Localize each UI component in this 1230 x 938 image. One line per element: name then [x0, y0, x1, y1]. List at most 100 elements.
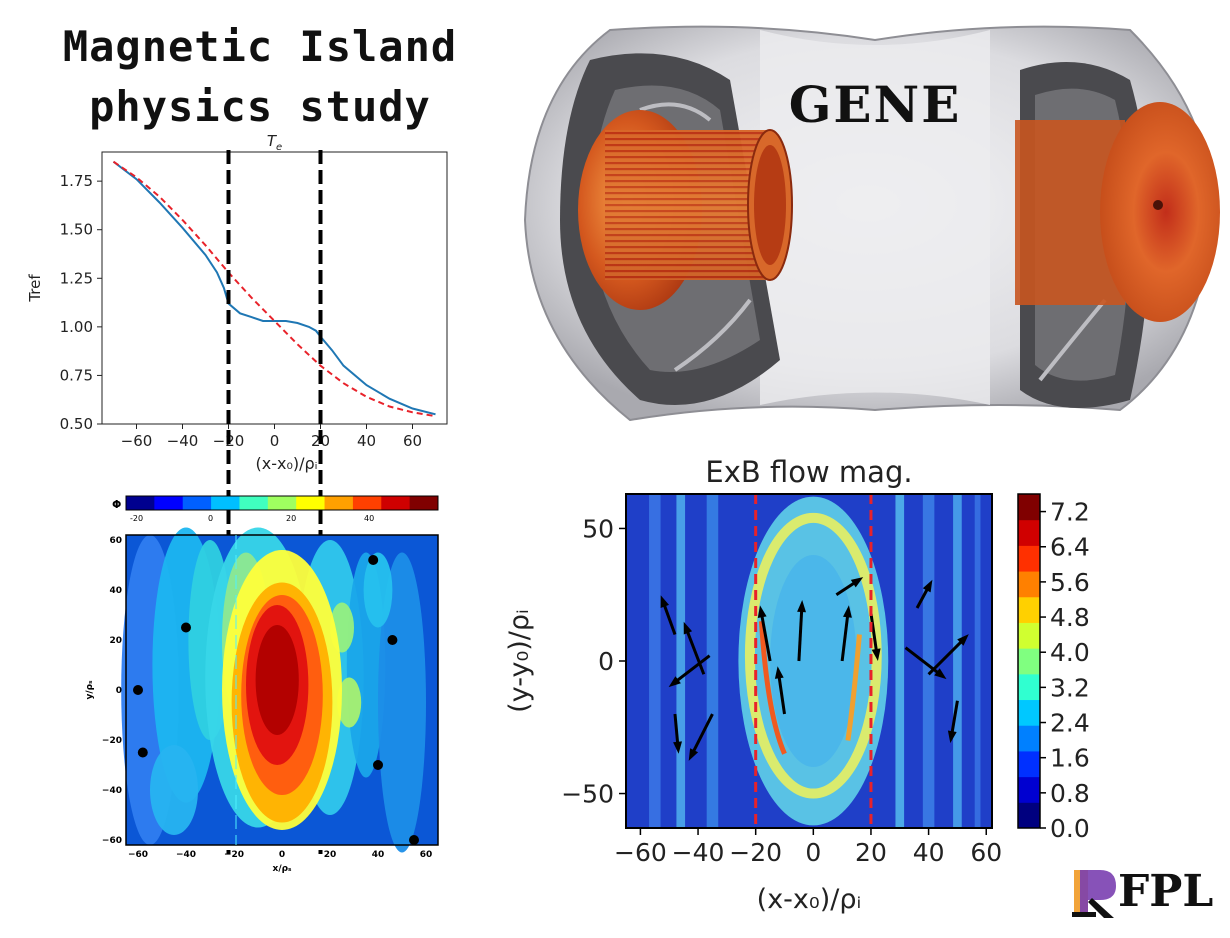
flow-arrow	[685, 628, 706, 675]
colorbar-segment	[267, 496, 297, 510]
y-tick-label: 0	[598, 647, 614, 676]
contour-minimum	[137, 747, 148, 758]
colorbar-frame	[1017, 493, 1041, 829]
y-tick-label: 0	[116, 686, 122, 696]
colorbar-tick-label: 5.6	[1050, 568, 1090, 597]
flow-arrow	[674, 654, 711, 684]
heading-line-1: Magnetic Island	[62, 22, 458, 71]
y-tick-label: 1.75	[60, 172, 93, 190]
te-profile-chart: Te −60 −40 −20 0 20 40 60 0.50 0.75 1.00 1.25 1.50 1.…	[26, 132, 448, 854]
flow-arrow	[759, 613, 772, 662]
exb-flow-chart: ExB flow mag. −60 −40 −20 0 20 40 60 −50 0 50 (x-x₀…	[504, 455, 1090, 915]
colorbar-segment	[211, 496, 240, 510]
flow-arrow	[835, 580, 858, 596]
colorbar-tick-label: 0.0	[1050, 814, 1090, 843]
colorbar-segment	[1018, 776, 1040, 803]
island-hot-edge-left	[758, 621, 787, 755]
flow-arrow-head	[683, 621, 693, 635]
flow-arrow-head	[871, 648, 881, 661]
colorbar-tick-label: 4.8	[1050, 603, 1090, 632]
x-tick-label: 20	[324, 850, 337, 860]
flow-band	[953, 494, 962, 828]
y-tick-label: 0.75	[60, 366, 93, 384]
y-axis-label: Tref	[26, 274, 44, 303]
island-hot-edge-right	[845, 634, 862, 741]
fpl-logo-icon	[1072, 870, 1116, 918]
x-tick-label: −40	[672, 838, 725, 867]
contour-field	[121, 527, 438, 853]
colorbar-segment	[182, 496, 212, 510]
x-tick-label: −60	[614, 838, 667, 867]
y-tick-label: 0.50	[60, 415, 93, 433]
colorbar-segment	[1018, 494, 1040, 521]
colorbar-tick-label: 6.4	[1050, 533, 1090, 562]
x-tick-label: 0	[805, 838, 821, 867]
x-axis-label: x/ρₛ	[273, 864, 293, 874]
flow-arrow-head	[668, 676, 681, 688]
flow-arrow	[927, 638, 965, 676]
y-tick-label: −20	[102, 736, 122, 746]
flow-band	[706, 494, 719, 828]
series-line-0	[112, 160, 436, 416]
colorbar-tick-label: 20	[286, 514, 296, 523]
flow-band	[895, 494, 905, 828]
flow-arrow	[797, 607, 804, 662]
x-tick-label: 40	[372, 850, 385, 860]
flow-arrow	[840, 613, 850, 662]
y-axis-label: (y-y₀)/ρᵢ	[504, 609, 535, 713]
colorbar-tick-label: -20	[130, 514, 143, 523]
x-tick-label: 60	[420, 850, 433, 860]
flow-band	[649, 494, 661, 828]
colorbar-tick-label: 0.8	[1050, 779, 1090, 808]
colorbar-tick-label: 4.0	[1050, 638, 1090, 667]
colorbar-tick-label: 3.2	[1050, 673, 1090, 702]
colorbar-frame	[125, 495, 439, 511]
colorbar-segment	[1018, 802, 1040, 829]
heading-line-2: physics study	[89, 82, 431, 131]
contour-minimum	[373, 760, 383, 770]
x-tick-label: 0	[270, 432, 280, 450]
plot-frame	[125, 534, 439, 846]
chart-title: ExB flow mag.	[705, 455, 912, 489]
colorbar-segment	[296, 496, 326, 510]
colorbar-segment	[239, 496, 269, 510]
flow-arrow-head	[947, 730, 957, 744]
gene-torus-render: GENE	[523, 25, 1220, 422]
colorbar-segment	[1018, 750, 1040, 778]
colorbar-segment	[1018, 725, 1040, 752]
contour-minimum	[368, 555, 379, 565]
y-tick-label: 1.25	[60, 269, 93, 287]
colorbar-tick-label: 2.4	[1050, 709, 1090, 738]
island-inner	[770, 554, 857, 768]
colorbar-segment	[1018, 545, 1040, 572]
fpl-logo-text: FPL	[1118, 866, 1214, 917]
colorbar-segment	[324, 496, 354, 510]
flow-arrow-head	[850, 577, 864, 588]
colorbar-tick-label: 1.6	[1050, 744, 1090, 773]
flow-arrow-head	[843, 605, 852, 618]
x-axis-label: (x-x₀)/ρᵢ	[255, 454, 317, 473]
contour-minimum	[181, 622, 191, 633]
x-tick-label: −60	[121, 432, 153, 450]
x-tick-label: −40	[167, 432, 199, 450]
y-tick-label: 50	[582, 514, 614, 543]
phi-contour-chart: Φ -20 0 20 40 −60 −40 −20 0 20 40 60 −60 −40 −20 0 20 40 6…	[85, 495, 439, 874]
flow-arrow-head	[673, 741, 682, 754]
contour-minimum	[133, 685, 143, 695]
y-tick-label: 1.00	[60, 318, 93, 336]
x-tick-label: 60	[403, 432, 422, 450]
x-axis-label: (x-x₀)/ρᵢ	[757, 884, 862, 915]
x-tick-label: 40	[357, 432, 376, 450]
colorbar-segment	[126, 496, 155, 510]
flow-arrow-head	[660, 595, 669, 608]
colorbar-segment	[1018, 571, 1040, 598]
x-tick-label: −60	[128, 850, 148, 860]
y-tick-label: 60	[109, 536, 122, 546]
y-tick-label: 1.50	[60, 221, 93, 239]
x-tick-label: 0	[279, 850, 285, 860]
flow-arrow	[950, 700, 959, 736]
x-tick-label: 20	[855, 838, 887, 867]
colorbar-segment	[381, 496, 411, 510]
flow-arrow-head	[757, 605, 767, 618]
colorbar-tick-label: 0	[208, 514, 213, 523]
